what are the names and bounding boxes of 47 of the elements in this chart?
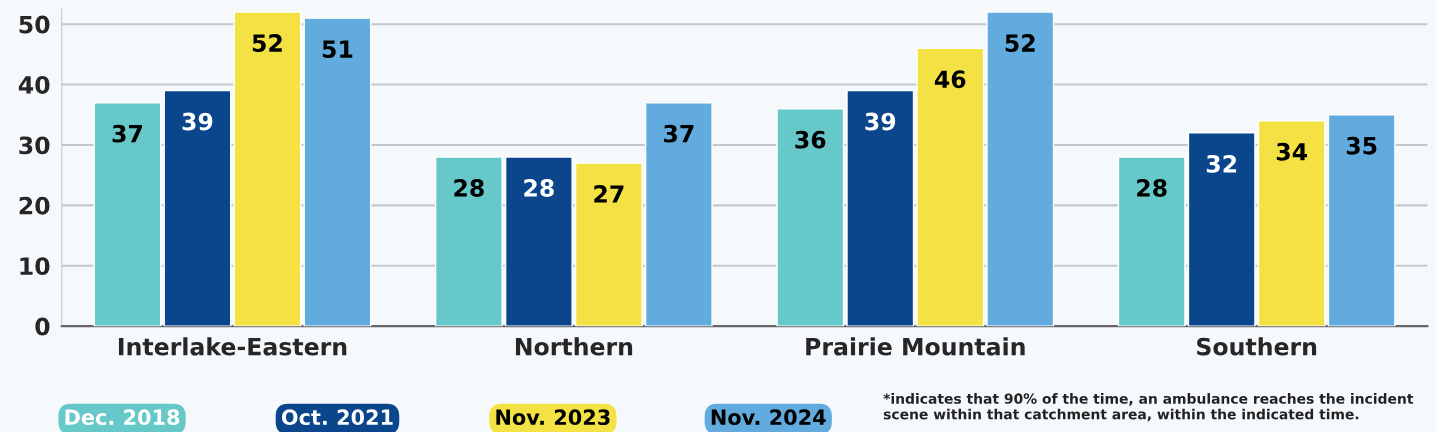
data-label: 39 — [865, 112, 896, 131]
data-label: 52 — [1005, 34, 1035, 52]
data-label: 27 — [594, 185, 624, 203]
y-tick-label: 40 — [18, 76, 50, 94]
y-tick-label: 30 — [19, 136, 50, 155]
y-tick-label: 50 — [19, 15, 50, 34]
bar — [916, 47, 985, 327]
bar — [644, 101, 713, 327]
bar — [1117, 156, 1186, 327]
y-tick-label: 20 — [19, 196, 50, 215]
text: Nov. 2024 — [711, 409, 826, 426]
data-label: 37 — [664, 124, 694, 143]
text: *indicates that 90% of the time, an ambulance reaches the incident scene within that catchment area, within the indicated time. — [883, 393, 1414, 422]
data-label: 39 — [182, 112, 213, 131]
data-label: 35 — [1346, 136, 1377, 155]
data-label: 28 — [524, 179, 554, 197]
data-label: 28 — [454, 179, 484, 197]
bar — [776, 108, 845, 327]
data-label: 52 — [252, 34, 282, 52]
data-label: 34 — [1276, 142, 1308, 161]
bar — [846, 89, 915, 327]
y-tick-label: 10 — [20, 257, 50, 276]
bar — [504, 156, 573, 327]
x-tick-label: Interlake-Eastern — [118, 337, 347, 356]
bar — [1187, 132, 1256, 327]
data-label: 51 — [322, 40, 353, 58]
bar — [93, 101, 162, 327]
data-label: 46 — [934, 70, 966, 89]
y-tick-label: 0 — [35, 317, 50, 336]
bar — [163, 89, 232, 327]
data-label: 28 — [1137, 179, 1167, 197]
bar — [233, 11, 302, 327]
x-tick-label: Southern — [1197, 337, 1317, 356]
data-label: 37 — [112, 124, 143, 143]
bar — [303, 17, 372, 327]
text: Nov. 2023 — [496, 409, 610, 426]
x-tick-label: Northern — [515, 337, 633, 356]
x-tick-label: Prairie Mountain — [806, 337, 1025, 356]
text: Oct. 2021 — [281, 409, 393, 426]
bar — [986, 11, 1055, 327]
bar — [1327, 114, 1396, 327]
data-label: 36 — [795, 130, 826, 149]
bar — [1257, 120, 1326, 327]
text: Dec. 2018 — [65, 409, 180, 426]
bar — [574, 162, 643, 327]
data-label: 32 — [1206, 154, 1237, 173]
bar — [434, 156, 503, 327]
